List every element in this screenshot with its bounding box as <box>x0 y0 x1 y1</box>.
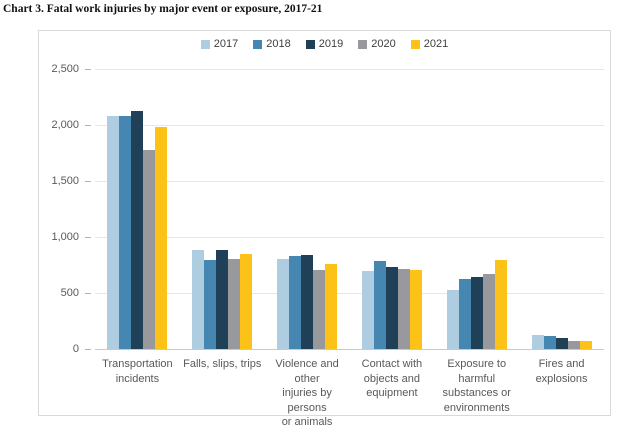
legend-item: 2017 <box>200 38 239 50</box>
bar-2020 <box>567 340 580 349</box>
y-tick-label: 1,500 <box>51 175 79 187</box>
legend-swatch <box>253 39 263 49</box>
y-tick-mark <box>85 180 91 182</box>
bar-2017 <box>446 289 459 349</box>
bar-group <box>349 69 434 349</box>
bar-2021 <box>155 127 168 349</box>
y-tick-mark <box>85 292 91 294</box>
bar-2021 <box>409 270 422 349</box>
legend-item: 2019 <box>305 38 344 50</box>
bar-group <box>434 69 519 349</box>
legend-label: 2020 <box>371 38 396 50</box>
y-tick-label: 0 <box>72 343 79 355</box>
bar-2017 <box>107 116 120 349</box>
x-axis-label: Falls, slips, trips <box>183 358 262 370</box>
bar-2019 <box>555 337 568 349</box>
bar-2021 <box>240 253 253 349</box>
bar-groups <box>95 69 604 349</box>
gridline <box>95 124 604 126</box>
y-tick-label: 500 <box>60 287 79 299</box>
bar-2019 <box>470 277 483 349</box>
gridline <box>95 292 604 294</box>
bar-2020 <box>313 270 326 349</box>
gridline <box>95 68 604 70</box>
bar-2018 <box>458 279 471 349</box>
y-tick-label: 2,000 <box>51 119 79 131</box>
bar-2019 <box>385 267 398 349</box>
bar-2020 <box>143 149 156 349</box>
bar-2017 <box>361 271 374 349</box>
legend-label: 2019 <box>318 38 344 50</box>
gridline <box>95 236 604 238</box>
bar-2018 <box>289 256 302 349</box>
y-tick-mark <box>85 236 91 238</box>
page-title: Chart 3. Fatal work injuries by major ev… <box>3 3 323 15</box>
x-axis-label: Contact with objects and equipment <box>361 358 423 400</box>
bar-group <box>180 69 265 349</box>
x-axis-labels: Transportation incidents Falls, slips, tr… <box>95 357 604 430</box>
y-axis: 0 500 1,000 1,500 2,000 2,500 <box>39 63 91 355</box>
bar-2019 <box>131 111 144 349</box>
bar-2017 <box>531 335 544 349</box>
legend: 2017 2018 2019 2020 2021 <box>39 38 610 50</box>
bar-2017 <box>277 258 290 349</box>
bar-2019 <box>301 254 314 349</box>
bar-2020 <box>397 268 410 349</box>
x-axis-baseline <box>95 348 604 350</box>
plot-area <box>95 68 604 350</box>
bar-2021 <box>494 259 507 349</box>
y-tick-label: 2,500 <box>51 63 79 75</box>
legend-swatch <box>305 39 315 49</box>
bar-2017 <box>192 249 205 349</box>
legend-item: 2020 <box>358 38 396 50</box>
bar-2018 <box>204 260 217 349</box>
bar-2018 <box>119 116 132 349</box>
bar-2020 <box>482 273 495 349</box>
x-axis-label: Exposure to harmful substances or enviro… <box>442 358 511 414</box>
legend-item: 2018 <box>253 38 291 50</box>
gridline <box>95 180 604 182</box>
y-tick-mark <box>85 68 91 70</box>
y-tick-mark <box>85 348 91 350</box>
legend-swatch <box>200 39 210 49</box>
bar-group <box>265 69 350 349</box>
legend-swatch <box>358 39 368 49</box>
legend-label: 2021 <box>423 38 449 50</box>
bar-2018 <box>373 260 386 349</box>
bar-2021 <box>579 340 592 349</box>
y-tick-label: 1,000 <box>51 231 79 243</box>
bar-2020 <box>228 258 241 349</box>
legend-item: 2021 <box>410 38 449 50</box>
x-axis-label: Transportation incidents <box>102 358 173 385</box>
x-axis-label: Fires and explosions <box>535 358 588 385</box>
legend-swatch <box>410 39 420 49</box>
bar-2018 <box>543 336 556 349</box>
x-axis-label: Violence and other injuries by persons o… <box>275 358 339 429</box>
bar-group <box>519 69 604 349</box>
bar-group <box>95 69 180 349</box>
chart-panel: 2017 2018 2019 2020 2021 0 500 1,000 1,500 2,000… <box>38 30 611 428</box>
legend-label: 2017 <box>213 38 239 50</box>
y-tick-mark <box>85 124 91 126</box>
bar-2019 <box>216 250 229 349</box>
legend-label: 2018 <box>266 38 291 50</box>
bar-2021 <box>325 263 338 349</box>
